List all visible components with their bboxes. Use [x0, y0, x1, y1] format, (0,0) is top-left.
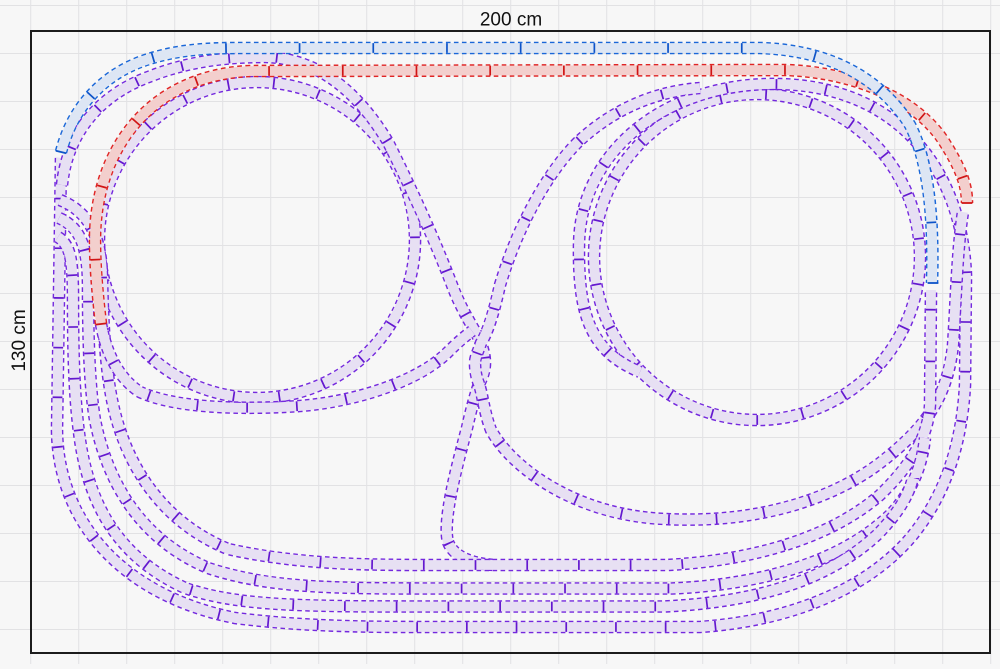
svg-text:130 cm: 130 cm	[9, 309, 30, 371]
svg-text:200 cm: 200 cm	[480, 10, 542, 31]
